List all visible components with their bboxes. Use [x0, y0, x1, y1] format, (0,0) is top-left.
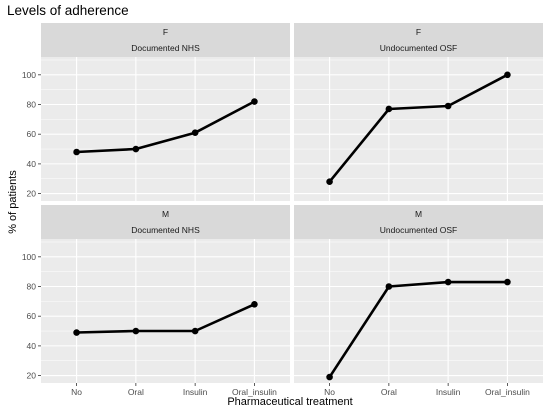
x-tick-label: No [71, 387, 82, 397]
y-tick-label: 20 [27, 189, 37, 199]
x-tick-label: Oral_insulin [485, 387, 530, 397]
y-tick-label: 40 [27, 341, 37, 351]
facet-panel: F Documented NHS 20 40 60 80 100 [22, 23, 290, 201]
facet-panel: F Undocumented OSF [294, 23, 543, 201]
panel-background [294, 239, 543, 383]
x-axis-label: Pharmaceutical treatment [227, 396, 352, 408]
y-tick-label: 80 [27, 282, 37, 292]
data-point [191, 129, 199, 137]
series-line [75, 100, 256, 154]
y-tick-label: 100 [22, 252, 36, 262]
data-point [385, 105, 393, 113]
strip-label-col: Undocumented OSF [380, 225, 457, 235]
x-tick-label: No [324, 387, 335, 397]
facet-panel: M Undocumented OSF No Oral Insulin Oral_insul… [294, 205, 543, 397]
y-tick-label: 80 [27, 100, 37, 110]
panel-background [294, 57, 543, 201]
panel-background [41, 57, 290, 201]
x-tick-label: Oral [128, 387, 144, 397]
panel-background [41, 239, 290, 383]
facet-panel: M Documented NHS 20 40 60 80 100 No Oral Insulin O… [22, 205, 290, 397]
series-line [328, 73, 509, 183]
x-tick-label: Oral_insulin [232, 387, 277, 397]
y-tick-label: 20 [27, 371, 37, 381]
data-point [326, 373, 333, 381]
series-line [328, 280, 509, 379]
strip-label-col: Documented NHS [131, 225, 200, 235]
x-tick-label: Oral [381, 387, 397, 397]
strip-label-row: F [163, 27, 168, 37]
x-tick-label: Insulin [436, 387, 461, 397]
data-point [73, 148, 80, 156]
chart-title: Levels of adherence [7, 3, 129, 18]
data-point [326, 178, 333, 186]
strip-label-row: M [415, 209, 422, 219]
strip-label-col: Documented NHS [131, 43, 200, 53]
strip-label-col: Undocumented OSF [380, 43, 457, 53]
facet-strip [294, 23, 543, 57]
facet-panels: F Documented NHS 20 40 60 80 100 F Undocumented … [22, 23, 543, 397]
data-point [132, 145, 140, 153]
facet-strip [41, 23, 290, 57]
y-tick-label: 40 [27, 159, 37, 169]
y-tick-label: 60 [27, 311, 37, 321]
data-point [444, 278, 452, 286]
series-line [75, 302, 256, 334]
data-point [504, 71, 511, 79]
data-point [73, 329, 80, 336]
facet-strip [41, 205, 290, 239]
y-tick-label: 100 [22, 70, 36, 80]
data-point [191, 327, 199, 335]
data-point [444, 102, 452, 110]
y-tick-label: 60 [27, 129, 37, 139]
data-point [251, 98, 258, 105]
y-axis-label: % of patients [7, 170, 19, 234]
strip-label-row: M [162, 209, 169, 219]
data-point [251, 301, 258, 308]
data-point [385, 283, 393, 290]
facet-strip [294, 205, 543, 239]
strip-label-row: F [416, 27, 421, 37]
data-point [132, 327, 140, 335]
data-point [504, 278, 511, 286]
x-tick-label: Insulin [183, 387, 208, 397]
